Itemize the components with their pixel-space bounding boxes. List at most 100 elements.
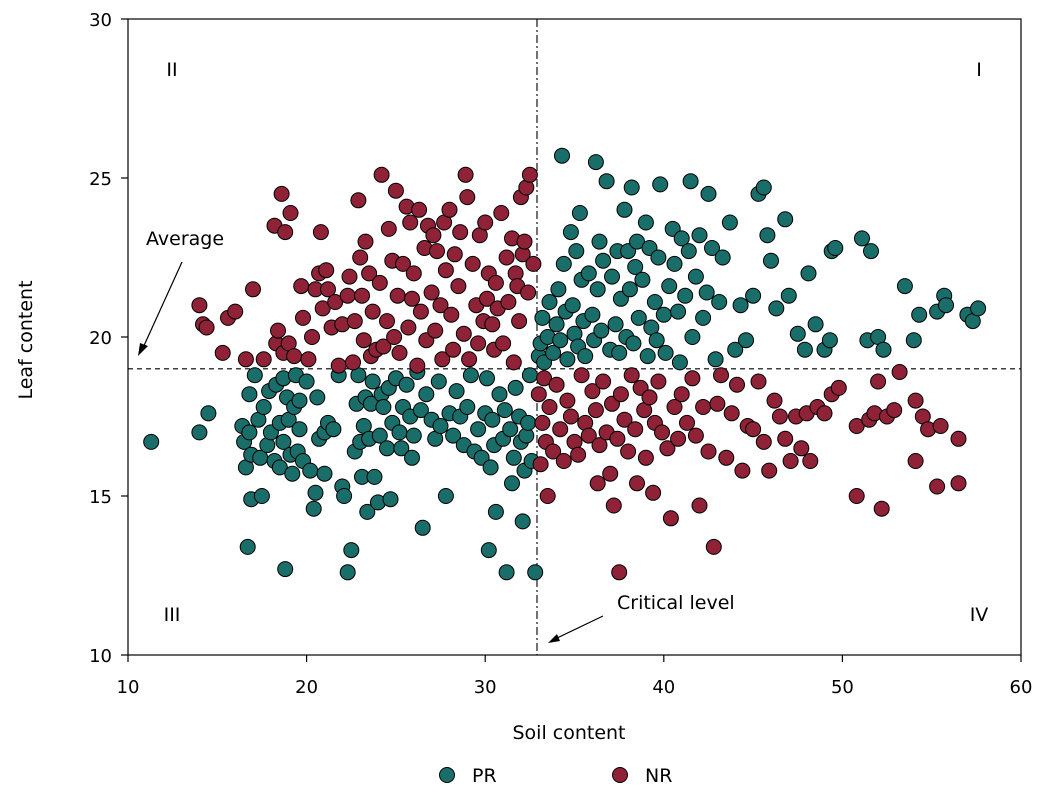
point-nr <box>354 287 370 304</box>
point-nr <box>525 255 542 272</box>
point-nr <box>766 392 783 409</box>
point-nr <box>437 262 454 279</box>
point-nr <box>552 421 569 438</box>
reference-lines <box>128 19 1021 655</box>
point-pr <box>191 424 208 441</box>
point-pr <box>412 402 429 419</box>
point-pr <box>571 205 588 221</box>
point-pr <box>391 424 408 441</box>
point-nr <box>907 453 924 469</box>
point-nr <box>457 166 474 183</box>
point-nr <box>848 418 865 434</box>
point-nr <box>816 405 833 422</box>
point-nr <box>452 224 469 241</box>
point-pr <box>480 542 497 559</box>
point-pr <box>695 309 712 326</box>
point-nr <box>375 338 392 355</box>
point-nr <box>198 319 215 336</box>
y-tick-label: 10 <box>89 646 112 667</box>
point-pr <box>364 373 381 390</box>
point-pr <box>738 332 754 349</box>
point-pr <box>359 503 376 520</box>
point-nr <box>500 294 517 310</box>
point-pr <box>521 367 538 384</box>
point-nr <box>346 313 363 330</box>
point-pr <box>854 230 870 247</box>
point-pr <box>677 287 694 304</box>
point-pr <box>448 383 465 400</box>
point-nr <box>400 319 417 336</box>
point-pr <box>759 227 776 244</box>
point-nr <box>314 300 331 317</box>
x-tick-label: 20 <box>295 677 318 698</box>
point-pr <box>432 418 449 434</box>
point-pr <box>554 147 570 164</box>
point-pr <box>520 414 537 431</box>
point-nr <box>404 290 420 307</box>
point-pr <box>548 316 565 333</box>
point-nr <box>830 379 847 396</box>
point-pr <box>637 214 654 231</box>
point-nr <box>777 430 794 447</box>
point-pr <box>143 433 160 450</box>
point-nr <box>273 185 290 202</box>
point-nr <box>650 373 667 390</box>
point-pr <box>298 373 315 390</box>
point-nr <box>484 316 501 333</box>
point-pr <box>271 459 288 476</box>
point-pr <box>598 173 615 190</box>
point-nr <box>429 243 445 260</box>
point-nr <box>495 335 512 352</box>
point-pr <box>527 564 544 581</box>
point-nr <box>723 405 740 422</box>
point-nr <box>718 449 735 466</box>
point-pr <box>657 344 674 361</box>
point-nr <box>373 166 390 183</box>
point-nr <box>793 440 810 457</box>
point-pr <box>777 211 794 228</box>
point-nr <box>802 453 819 469</box>
point-pr <box>707 351 724 368</box>
quadrant-label-II: II <box>166 59 177 81</box>
point-pr <box>650 249 667 266</box>
point-nr <box>848 488 865 504</box>
point-pr <box>343 542 360 559</box>
point-pr <box>487 503 504 520</box>
point-pr <box>382 491 399 508</box>
point-nr <box>304 329 320 345</box>
point-nr <box>907 392 924 409</box>
point-nr <box>511 313 528 330</box>
point-pr <box>634 271 651 288</box>
point-nr <box>755 433 772 450</box>
point-pr <box>459 399 476 415</box>
point-pr <box>684 329 701 345</box>
point-nr <box>870 373 887 390</box>
point-pr <box>404 449 420 466</box>
critical-level-arrow <box>548 615 604 643</box>
point-pr <box>564 297 581 314</box>
point-pr <box>648 332 665 349</box>
x-tick-label: 30 <box>474 677 497 698</box>
point-pr <box>595 252 612 269</box>
point-nr <box>516 233 533 250</box>
series-pr <box>143 147 987 581</box>
point-nr <box>505 354 522 371</box>
point-pr <box>307 484 324 501</box>
point-nr <box>320 281 336 298</box>
average-annotation: Average <box>146 228 224 250</box>
point-pr <box>807 316 824 333</box>
point-nr <box>427 322 444 339</box>
point-nr <box>487 274 504 291</box>
point-nr <box>541 399 558 415</box>
point-nr <box>670 430 687 447</box>
point-nr <box>573 367 590 384</box>
point-nr <box>620 443 637 460</box>
point-pr <box>379 440 395 457</box>
point-pr <box>691 227 708 244</box>
point-nr <box>425 227 442 244</box>
point-pr <box>514 513 531 530</box>
point-pr <box>393 440 410 457</box>
point-nr <box>479 290 495 307</box>
x-tick-label: 50 <box>831 677 854 698</box>
point-nr <box>645 484 662 501</box>
